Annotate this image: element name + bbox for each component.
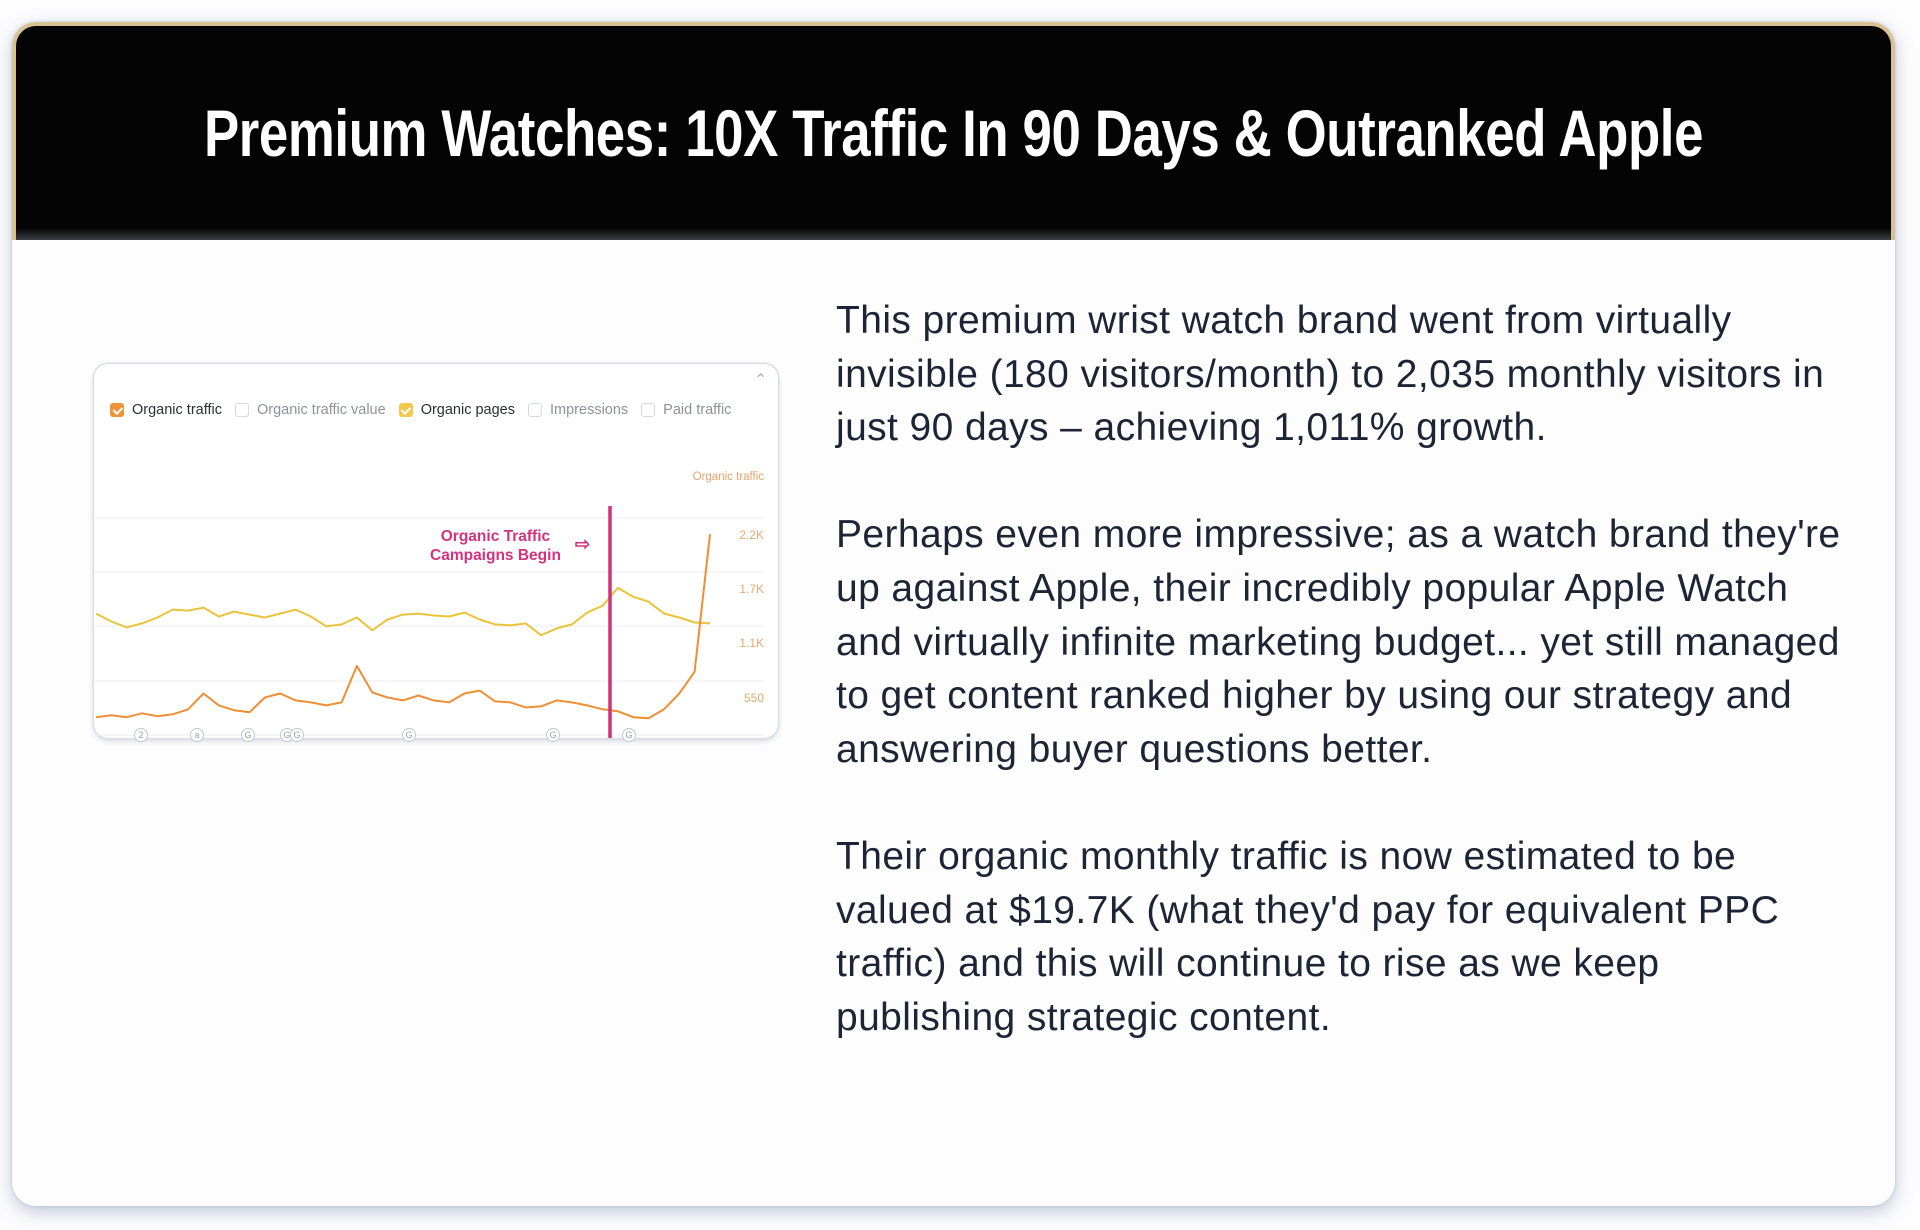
organic-pages-line [95,586,711,637]
legend-organic-traffic[interactable]: Organic traffic [110,402,222,418]
google-update-marker[interactable]: G [402,728,416,742]
chart-legend: Organic traffic Organic traffic value Or… [110,402,744,418]
line-chart [94,506,764,738]
checkbox-checked-icon[interactable] [110,403,124,417]
legend-organic-traffic-value[interactable]: Organic traffic value [235,402,386,418]
legend-label: Impressions [550,402,629,418]
legend-impressions[interactable]: Impressions [528,402,628,418]
campaign-annotation: Organic Traffic Campaigns Begin [430,527,561,565]
y-axis-title: Organic traffic [692,471,764,483]
checkbox-unchecked-icon[interactable] [641,403,656,417]
y-tick-label: 2.2K [739,528,764,542]
event-marker[interactable]: 2 [134,728,148,742]
arrow-right-icon: ⇨ [575,534,591,554]
checkbox-unchecked-icon[interactable] [235,403,249,417]
checkbox-unchecked-icon[interactable] [528,403,542,417]
checkbox-checked-icon[interactable] [398,403,413,417]
annotation-line-2: Campaigns Begin [430,547,561,564]
legend-label: Organic traffic [132,402,222,418]
paragraph-growth: This premium wrist watch brand went from… [836,299,1825,450]
google-update-marker[interactable]: G [622,728,636,742]
y-tick-label: 1.1K [739,636,764,650]
event-marker[interactable]: a [190,728,204,742]
legend-label: Paid traffic [663,402,732,418]
google-update-marker[interactable]: G [290,728,304,742]
traffic-chart-widget: ⌃ Organic traffic Organic traffic value … [94,364,778,742]
case-study-text: This premium wrist watch brand went from… [836,294,1846,1098]
header-banner: Premium Watches: 10X Traffic In 90 Days … [12,22,1895,240]
y-tick-label: 550 [743,691,764,705]
legend-organic-pages[interactable]: Organic pages [398,402,515,418]
y-tick-label: 1.7K [739,582,764,596]
organic-traffic-line [95,533,711,720]
legend-paid-traffic[interactable]: Paid traffic [641,402,731,418]
chevron-up-icon[interactable]: ⌃ [754,372,768,389]
google-update-marker[interactable]: G [241,728,255,742]
gridlines [94,517,764,736]
google-update-marker[interactable]: G [546,728,560,742]
case-study-card: Premium Watches: 10X Traffic In 90 Days … [12,22,1895,1206]
page-title: Premium Watches: 10X Traffic In 90 Days … [203,96,1704,170]
legend-label: Organic traffic value [257,402,386,418]
annotation-line-1: Organic Traffic [440,528,551,545]
legend-label: Organic pages [420,402,515,418]
paragraph-apple: Perhaps even more impressive; as a watch… [836,513,1841,771]
paragraph-value: Their organic monthly traffic is now est… [836,834,1780,1039]
